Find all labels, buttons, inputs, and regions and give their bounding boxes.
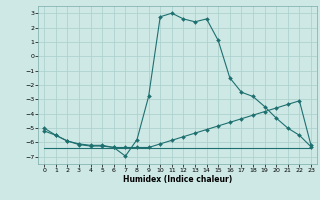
X-axis label: Humidex (Indice chaleur): Humidex (Indice chaleur) bbox=[123, 175, 232, 184]
